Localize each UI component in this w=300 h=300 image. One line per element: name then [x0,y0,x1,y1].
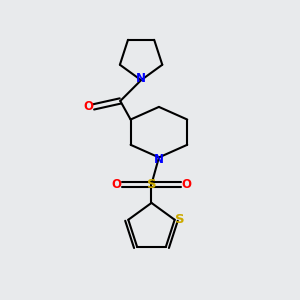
Text: O: O [111,178,122,191]
Text: N: N [154,153,164,166]
Text: O: O [182,178,192,191]
Text: S: S [175,213,185,226]
Text: O: O [84,100,94,113]
Text: N: N [136,72,146,85]
Text: S: S [147,178,156,191]
